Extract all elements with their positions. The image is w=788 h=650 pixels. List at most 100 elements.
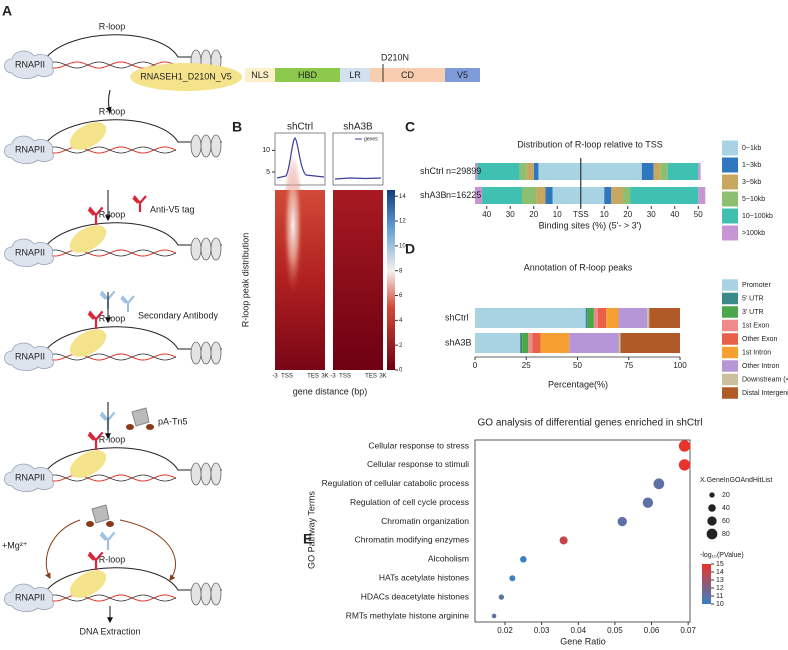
x-tick-label: TES — [307, 374, 319, 380]
count-label: n=16225 — [446, 190, 481, 200]
dot — [559, 536, 568, 545]
category-label: shCtrl — [445, 312, 469, 322]
bar-segment — [519, 163, 527, 180]
nucleosome — [190, 237, 202, 261]
nucleosome — [200, 134, 212, 158]
bar-segment — [698, 187, 706, 204]
antibody — [87, 310, 104, 329]
legend-swatch — [722, 191, 738, 207]
rnapii-cloud — [4, 50, 54, 79]
tn5 — [131, 407, 150, 427]
rnapii-label: RNAPII — [15, 592, 45, 602]
legend-title: -log₁₀(PValue) — [700, 552, 744, 559]
panel-a: RNAPII R-loop RNAPII R-loop RNAPII R-loop RNAP… — [2, 21, 480, 636]
legend-swatch — [722, 373, 738, 386]
r-loop-label: R-loop — [99, 21, 126, 31]
bar-segment — [623, 187, 631, 204]
legend-label: 60 — [722, 518, 730, 525]
colorbar-label: 6 — [399, 293, 403, 299]
x-tick-label: 10 — [600, 210, 609, 219]
x-tick-label: 75 — [624, 361, 633, 370]
bar-segment — [618, 308, 648, 328]
nucleosome — [190, 462, 202, 486]
rnapii-label: RNAPII — [15, 144, 45, 154]
rna-strand — [49, 146, 177, 154]
panel-label: B — [232, 119, 242, 135]
mg-label: +Mg²⁺ — [2, 540, 28, 550]
bar-segment — [580, 163, 642, 180]
legend-label: 10~100kb — [742, 213, 773, 220]
category-label: shA3B — [445, 337, 472, 347]
r-loop-label: R-loop — [99, 434, 126, 444]
heatmap — [333, 190, 383, 370]
nucleosome — [210, 462, 222, 486]
legend-swatch — [722, 360, 738, 372]
tn5-domain — [86, 521, 94, 527]
y-tick-label: 10 — [262, 147, 270, 154]
bar-segment — [698, 163, 701, 180]
x-tick-label: 0 — [473, 361, 478, 370]
bar-segment — [667, 163, 699, 180]
bar-segment — [618, 333, 621, 353]
panel-label: A — [2, 3, 12, 19]
rnapii-cloud — [4, 342, 54, 371]
x-label: Percentage(%) — [548, 379, 608, 389]
bar-segment — [569, 333, 619, 353]
x-tick-label: 3K — [321, 374, 328, 380]
arrow — [105, 89, 112, 114]
legend-label: 5' UTR — [742, 295, 764, 302]
y-tick-label: Regulation of cell cycle process — [350, 497, 469, 507]
tn5-domain — [146, 424, 154, 430]
chart-title: Annotation of R-loop peaks — [524, 262, 633, 272]
nucleosome — [210, 134, 222, 158]
colorbar-label: 4 — [399, 318, 403, 324]
legend-label: 12 — [716, 585, 724, 592]
y-tick-label: 5 — [266, 169, 270, 176]
bar-segment — [552, 187, 581, 204]
domain-label: HBD — [298, 70, 318, 80]
bar-segment — [520, 333, 523, 353]
arrow — [45, 519, 81, 580]
category-label: shA3B — [420, 190, 447, 200]
rnapii-cloud — [4, 238, 54, 267]
tn5-domain — [106, 521, 114, 527]
dna-strand — [49, 249, 177, 257]
rnapii-label: RNAPII — [15, 59, 45, 69]
tn5 — [91, 504, 110, 524]
r-loop-label: R-loop — [99, 554, 126, 564]
antibody — [132, 195, 147, 212]
dna — [44, 119, 222, 145]
y-tick-label: Cellular response to stress — [368, 440, 469, 450]
count-label: n=29899 — [446, 166, 481, 176]
panel-label: E — [303, 531, 312, 547]
rnaseh1-protein — [69, 329, 107, 357]
rnapii-cloud — [4, 463, 54, 492]
domain-label: NLS — [251, 70, 269, 80]
bar-segment — [587, 308, 594, 328]
legend-swatch — [722, 306, 738, 318]
bar-segment — [522, 333, 529, 353]
legend-swatch — [722, 208, 738, 224]
bar-segment — [522, 187, 537, 204]
legend-swatch — [722, 225, 738, 241]
bar-segment — [606, 308, 619, 328]
profile-line — [334, 177, 382, 180]
dna — [44, 222, 222, 248]
bar-segment — [538, 163, 581, 180]
legend-label: 11 — [716, 593, 723, 600]
legend-label: 10 — [716, 601, 724, 608]
domain — [245, 68, 275, 82]
x-label: Gene Ratio — [560, 636, 606, 646]
fusion-protein — [130, 63, 242, 91]
bar-segment — [647, 308, 650, 328]
mutation-label: D210N — [381, 52, 409, 62]
legend-label: 15 — [716, 561, 724, 568]
bar-segment — [540, 333, 570, 353]
rnapii-label: RNAPII — [15, 472, 45, 482]
bar-segment — [475, 308, 586, 328]
legend-swatch — [722, 292, 738, 305]
r-loop-label: R-loop — [99, 209, 126, 219]
x-tick-label: 0.02 — [497, 626, 513, 635]
nucleosome — [210, 582, 222, 606]
legend-label: 5~10kb — [742, 196, 765, 203]
